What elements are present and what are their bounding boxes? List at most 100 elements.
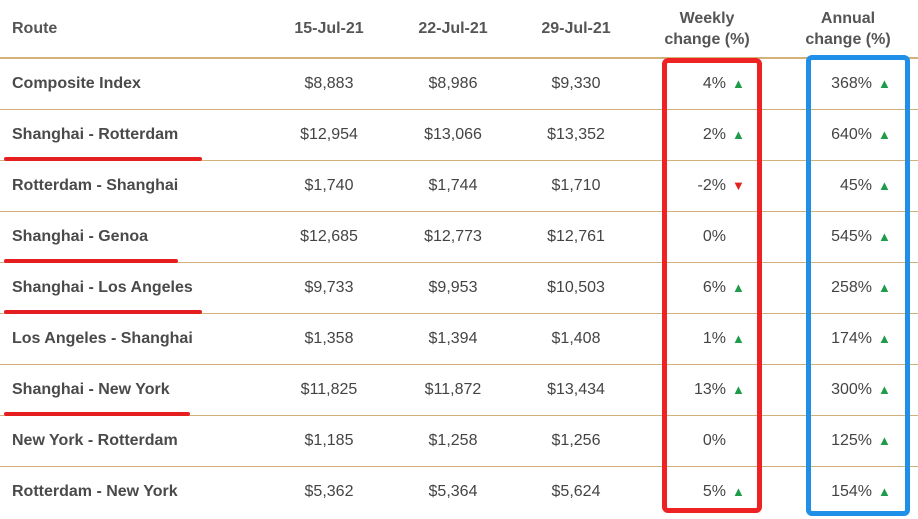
- triangle-up-icon: ▲: [878, 382, 891, 397]
- annual-change-value: 300%: [831, 381, 872, 398]
- weekly-change-cell: 0%▲: [636, 415, 778, 467]
- weekly-change-cell: 13% ▲: [636, 364, 778, 416]
- weekly-change-value: 6%: [702, 279, 726, 296]
- annual-change-cell: 368% ▲: [778, 58, 918, 110]
- rate-29-jul-21: $5,624: [551, 483, 601, 500]
- weekly-change-value: 1%: [702, 330, 726, 347]
- rate-22-jul-21: $13,066: [390, 109, 516, 161]
- triangle-up-icon: ▲: [878, 280, 891, 295]
- header-route: Route: [0, 0, 268, 59]
- annual-change-cell: 174% ▲: [778, 313, 918, 365]
- annual-change-cell: 125% ▲: [778, 415, 918, 467]
- rate-29-jul-21: $13,352: [516, 109, 636, 161]
- triangle-down-icon: ▼: [732, 178, 745, 193]
- weekly-change-cell: 6% ▲: [636, 262, 778, 314]
- header-date-1: 15-Jul-21: [268, 0, 390, 59]
- route-name: Shanghai - Rotterdam: [0, 109, 268, 161]
- weekly-change-cell: -2% ▼: [636, 160, 778, 212]
- table-header: Route 15-Jul-21 22-Jul-21 29-Jul-21 Week…: [0, 0, 918, 59]
- weekly-change-cell: 0%▲: [636, 211, 778, 263]
- weekly-change-cell: 1% ▲: [636, 313, 778, 365]
- annual-change-cell: 545% ▲: [778, 211, 918, 263]
- rate-15-jul-21: $9,733: [268, 262, 390, 314]
- rate-15-jul-21: $12,685: [268, 211, 390, 263]
- route-underline-marker: [4, 258, 178, 263]
- table-row: Los Angeles - Shanghai $1,358 $1,394 $1,408…: [0, 313, 918, 365]
- header-weekly-line1: Weekly: [679, 9, 735, 27]
- rate-22-jul-21: $12,773: [390, 211, 516, 263]
- header-date-3: 29-Jul-21: [516, 0, 636, 59]
- triangle-up-icon: ▲: [878, 433, 891, 448]
- header-row: Route 15-Jul-21 22-Jul-21 29-Jul-21 Week…: [0, 0, 918, 59]
- weekly-change-highlight-box: [662, 58, 762, 513]
- rate-15-jul-21: $1,740: [268, 160, 390, 212]
- table-row: Shanghai - Genoa$12,685$12,773$12,7610%▲…: [0, 211, 918, 263]
- triangle-up-icon: ▲: [732, 382, 745, 397]
- rate-22-jul-21: $1,394: [390, 313, 516, 365]
- triangle-up-icon: ▲: [732, 280, 745, 295]
- annual-change-cell: 45% ▲: [778, 160, 918, 212]
- header-weekly-line2: change (%): [664, 30, 750, 48]
- annual-change-value: 368%: [831, 75, 872, 92]
- rate-29-jul-21: $1,256: [516, 415, 636, 467]
- table-row: New York - Rotterdam $1,185 $1,258 $1,256 0%…: [0, 415, 918, 467]
- rate-22-jul-21: $11,872: [390, 364, 516, 416]
- route-underline-marker: [4, 156, 202, 161]
- rate-29-jul-21: $1,710: [516, 160, 636, 212]
- table-row: Shanghai - New York $11,825 $11,872 $13,434…: [0, 364, 918, 416]
- annual-change-value: 545%: [831, 228, 872, 245]
- route-name: Rotterdam - Shanghai: [0, 160, 268, 212]
- route-name: Shanghai - Genoa: [0, 211, 268, 263]
- triangle-up-icon: ▲: [878, 127, 891, 142]
- weekly-change-value: 5%: [702, 483, 726, 500]
- annual-change-value: 174%: [831, 330, 872, 347]
- annual-change-cell: 300% ▲: [778, 364, 918, 416]
- annual-change-value: 258%: [831, 279, 872, 296]
- header-date-2: 22-Jul-21: [390, 0, 516, 59]
- annual-change-value: 45%: [839, 177, 872, 194]
- rate-29-jul-21: $9,330: [516, 58, 636, 110]
- rate-29-jul-21: $13,434: [516, 364, 636, 416]
- annual-change-cell: 258% ▲: [778, 262, 918, 314]
- table-body: Composite Index $8,883 $8,986 $9,330 4% ▲ 368%…: [0, 58, 918, 517]
- rate-15-jul-21: $8,883: [268, 58, 390, 110]
- rate-22-jul-21: $1,258: [390, 415, 516, 467]
- annual-change-value: 640%: [831, 126, 872, 143]
- annual-change-cell: 640% ▲: [778, 109, 918, 161]
- table-row: Rotterdam - New York $5,362 $5,364 $5,624 5%…: [0, 467, 918, 518]
- annual-change-value: 154%: [831, 483, 872, 500]
- rate-22-jul-21: $8,986: [390, 58, 516, 110]
- rate-29-jul-21: $1,408: [516, 313, 636, 365]
- weekly-change-value: -2%: [697, 177, 726, 194]
- header-annual-line1: Annual: [820, 9, 876, 27]
- rate-22-jul-21: $9,953: [390, 262, 516, 314]
- triangle-up-icon: ▲: [878, 178, 891, 193]
- route-underline-marker: [4, 309, 202, 314]
- route-name: Shanghai - New York: [0, 364, 268, 416]
- triangle-up-icon: ▲: [732, 76, 745, 91]
- route-underline-marker: [4, 411, 190, 416]
- weekly-change-value: 0%: [702, 228, 726, 245]
- annual-change-highlight-box: [806, 55, 910, 516]
- rate-15-jul-21: $5,362: [304, 483, 354, 500]
- route-name: Los Angeles - Shanghai: [0, 313, 268, 365]
- triangle-up-icon: ▲: [732, 127, 745, 142]
- triangle-up-icon: ▲: [878, 229, 891, 244]
- route-name: New York - Rotterdam: [0, 415, 268, 467]
- header-annual-line2: change (%): [805, 30, 891, 48]
- header-annual-change: Annual change (%): [778, 0, 918, 59]
- route-name: Composite Index: [0, 58, 268, 110]
- rate-22-jul-21: $1,744: [390, 160, 516, 212]
- rate-15-jul-21: $11,825: [268, 364, 390, 416]
- weekly-change-value: 13%: [693, 381, 726, 398]
- rate-22-jul-21: $5,364: [428, 483, 478, 500]
- route-name: Shanghai - Los Angeles: [0, 262, 268, 314]
- triangle-up-icon: ▲: [878, 76, 891, 91]
- table-row: Rotterdam - Shanghai $1,740 $1,744 $1,710 -2…: [0, 160, 918, 212]
- triangle-up-icon: ▲: [878, 484, 891, 499]
- triangle-up-icon: ▲: [732, 484, 745, 499]
- rate-15-jul-21: $1,185: [268, 415, 390, 467]
- weekly-change-value: 4%: [702, 75, 726, 92]
